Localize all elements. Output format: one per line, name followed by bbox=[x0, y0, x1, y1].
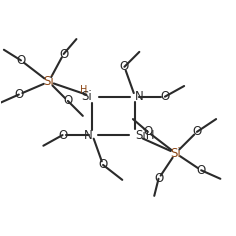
Text: Si: Si bbox=[43, 75, 54, 88]
Text: O: O bbox=[59, 47, 68, 60]
Text: O: O bbox=[98, 158, 108, 171]
Text: O: O bbox=[192, 125, 202, 138]
Text: O: O bbox=[120, 60, 129, 73]
Text: O: O bbox=[154, 172, 163, 185]
Text: O: O bbox=[143, 125, 152, 138]
Text: O: O bbox=[63, 94, 72, 107]
Text: Si: Si bbox=[170, 147, 181, 160]
Text: H: H bbox=[80, 85, 88, 95]
Text: N: N bbox=[135, 90, 144, 103]
Text: N: N bbox=[84, 129, 93, 142]
Text: O: O bbox=[14, 88, 23, 101]
Text: O: O bbox=[16, 54, 25, 67]
Text: SiH: SiH bbox=[135, 129, 155, 142]
Text: O: O bbox=[160, 90, 169, 103]
Text: O: O bbox=[58, 129, 67, 142]
Text: O: O bbox=[197, 164, 206, 177]
Text: Si: Si bbox=[82, 90, 93, 103]
